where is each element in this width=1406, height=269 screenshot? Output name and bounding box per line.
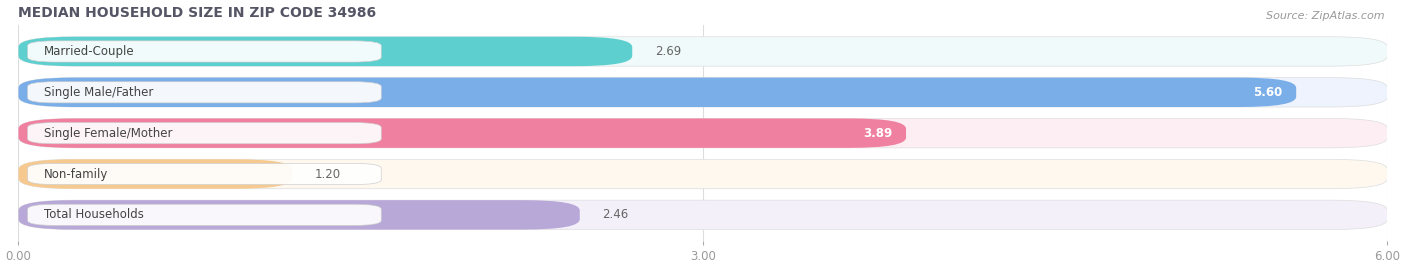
FancyBboxPatch shape	[28, 204, 381, 225]
FancyBboxPatch shape	[28, 82, 381, 103]
Text: 2.69: 2.69	[655, 45, 682, 58]
FancyBboxPatch shape	[18, 77, 1388, 107]
Text: 1.20: 1.20	[315, 168, 342, 180]
FancyBboxPatch shape	[18, 118, 1388, 148]
FancyBboxPatch shape	[18, 159, 1388, 189]
Text: Married-Couple: Married-Couple	[44, 45, 134, 58]
FancyBboxPatch shape	[18, 159, 292, 189]
Text: Single Male/Father: Single Male/Father	[44, 86, 153, 99]
Text: Non-family: Non-family	[44, 168, 108, 180]
Text: Source: ZipAtlas.com: Source: ZipAtlas.com	[1267, 11, 1385, 21]
Text: 3.89: 3.89	[863, 127, 893, 140]
FancyBboxPatch shape	[18, 118, 905, 148]
Text: MEDIAN HOUSEHOLD SIZE IN ZIP CODE 34986: MEDIAN HOUSEHOLD SIZE IN ZIP CODE 34986	[18, 6, 377, 20]
FancyBboxPatch shape	[18, 37, 633, 66]
FancyBboxPatch shape	[28, 123, 381, 144]
Text: Total Households: Total Households	[44, 208, 143, 221]
Text: 2.46: 2.46	[603, 208, 628, 221]
FancyBboxPatch shape	[18, 200, 579, 229]
FancyBboxPatch shape	[18, 77, 1296, 107]
Text: Single Female/Mother: Single Female/Mother	[44, 127, 172, 140]
FancyBboxPatch shape	[18, 37, 1388, 66]
FancyBboxPatch shape	[28, 164, 381, 185]
Text: 5.60: 5.60	[1253, 86, 1282, 99]
FancyBboxPatch shape	[18, 200, 1388, 229]
FancyBboxPatch shape	[28, 41, 381, 62]
